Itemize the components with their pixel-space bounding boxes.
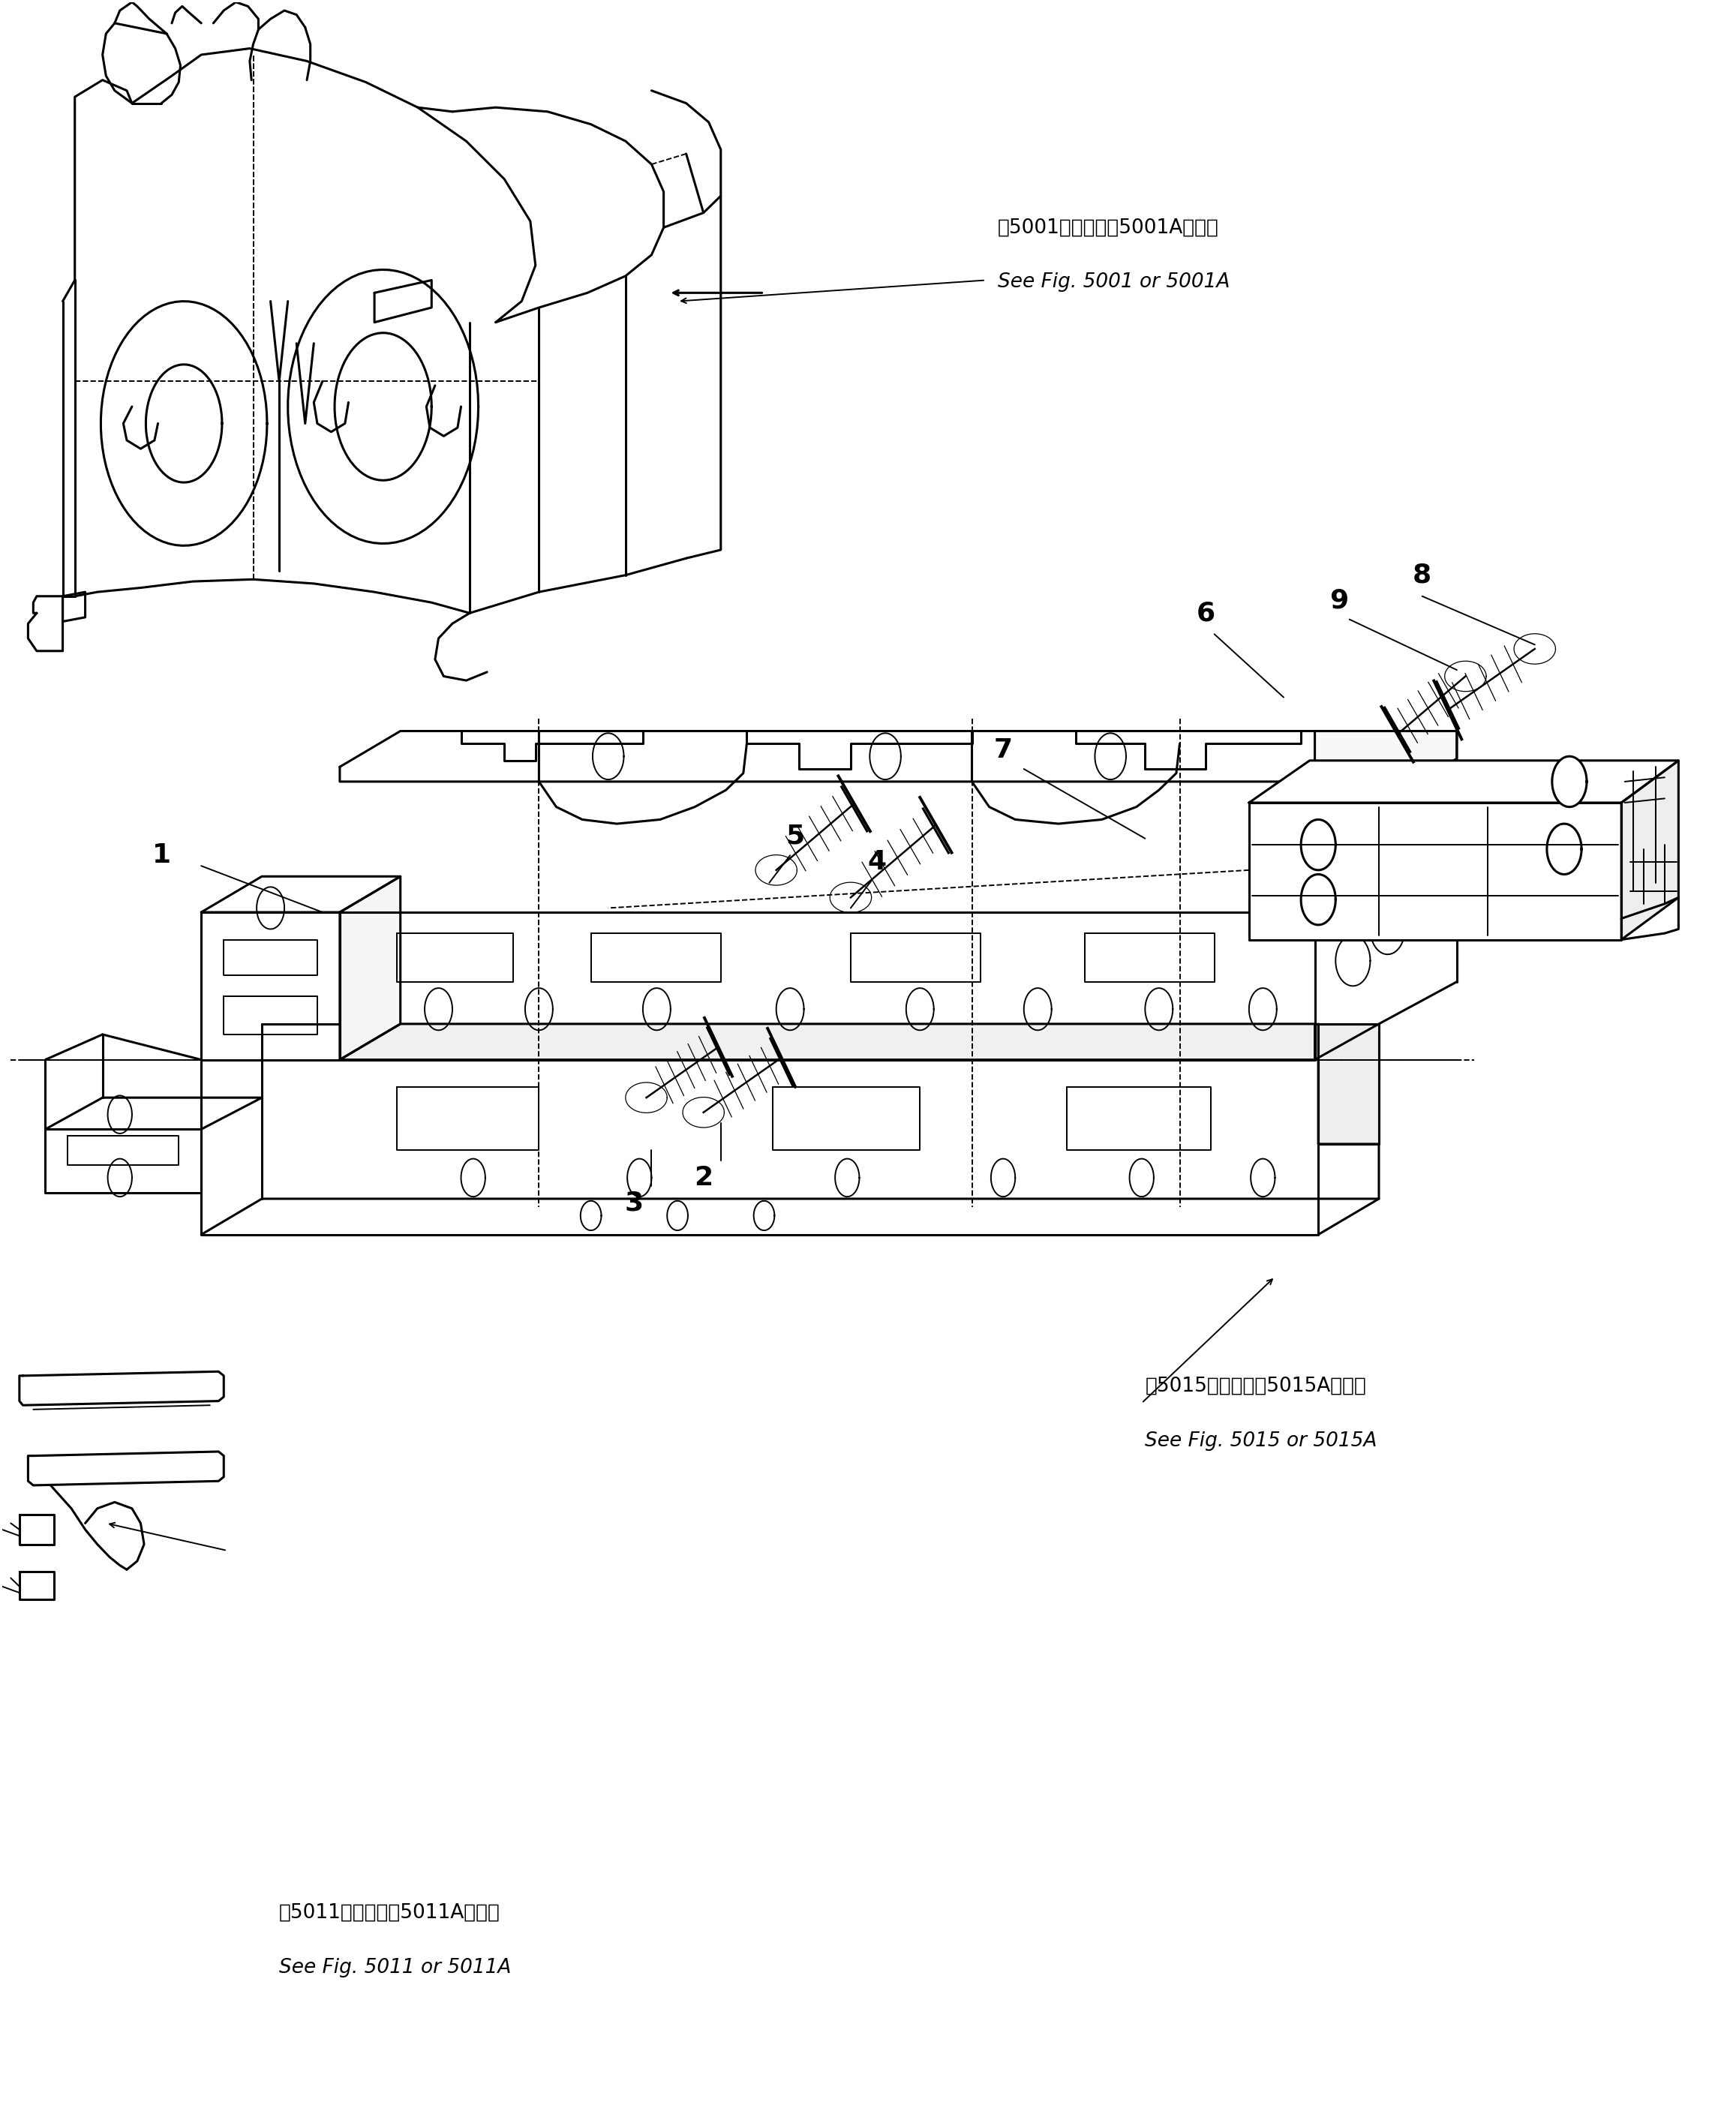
Polygon shape — [1547, 823, 1581, 874]
Text: See Fig. 5011 or 5011A: See Fig. 5011 or 5011A — [279, 1959, 512, 1978]
Text: 3: 3 — [625, 1191, 644, 1216]
Polygon shape — [1248, 802, 1621, 939]
Polygon shape — [340, 1024, 1314, 1060]
Polygon shape — [201, 912, 340, 1060]
Polygon shape — [1314, 730, 1457, 912]
Text: 4: 4 — [868, 849, 885, 874]
Text: See Fig. 5001 or 5001A: See Fig. 5001 or 5001A — [998, 272, 1231, 291]
Text: 9: 9 — [1330, 587, 1349, 612]
Polygon shape — [288, 270, 479, 543]
Polygon shape — [101, 302, 267, 545]
Text: 1: 1 — [153, 842, 170, 868]
Text: 8: 8 — [1413, 562, 1432, 587]
Text: 5: 5 — [786, 823, 806, 849]
Polygon shape — [1552, 756, 1587, 806]
Text: See Fig. 5015 or 5015A: See Fig. 5015 or 5015A — [1146, 1431, 1377, 1450]
Text: 第5001図または第5001A図参照: 第5001図または第5001A図参照 — [998, 217, 1219, 236]
Polygon shape — [1300, 819, 1335, 870]
Polygon shape — [1621, 760, 1679, 939]
Polygon shape — [340, 876, 401, 1060]
Polygon shape — [1248, 760, 1679, 802]
Polygon shape — [201, 876, 401, 912]
Polygon shape — [1318, 1024, 1378, 1144]
Text: 第5015図または第5015A図参照: 第5015図または第5015A図参照 — [1146, 1376, 1366, 1395]
Text: 6: 6 — [1196, 600, 1215, 625]
Text: 7: 7 — [993, 737, 1012, 762]
Text: 第5011図または第5011A図参照: 第5011図または第5011A図参照 — [279, 1904, 500, 1923]
Polygon shape — [1300, 874, 1335, 925]
Polygon shape — [375, 281, 432, 323]
Polygon shape — [340, 730, 1457, 781]
Text: 2: 2 — [694, 1165, 713, 1191]
Polygon shape — [62, 591, 85, 621]
